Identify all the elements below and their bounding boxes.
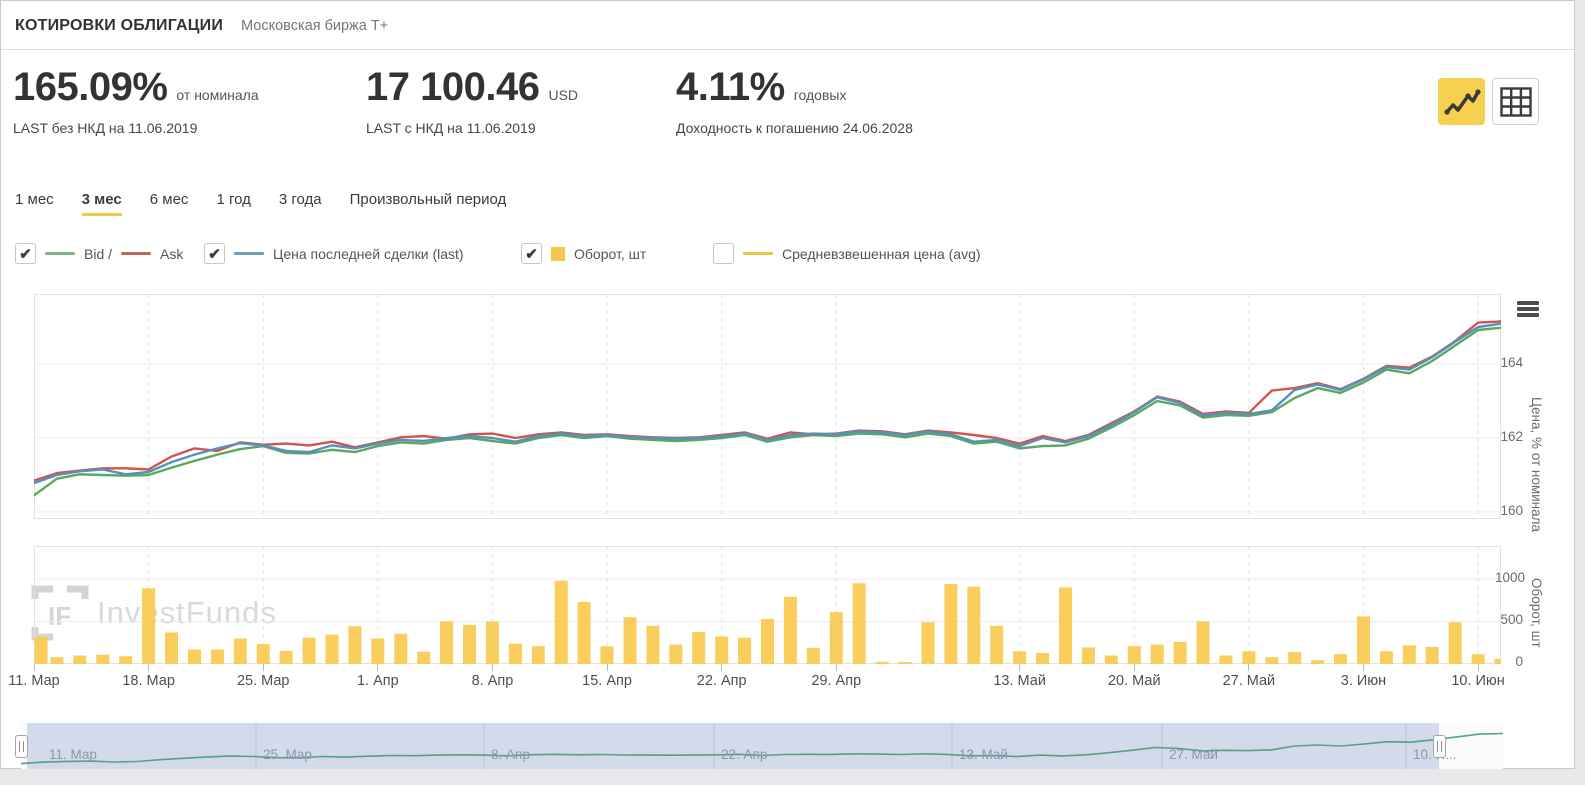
stat-value: 4.11% xyxy=(676,65,785,109)
stat-last-clean: 165.09% от номинала LAST без НКД на 11.06… xyxy=(13,65,259,136)
x-axis-tick xyxy=(262,664,264,671)
navigator-chart xyxy=(20,723,1504,769)
navigator-date-label: 22. Апр xyxy=(721,747,768,762)
legend-last: ✔ Цена последней сделки (last) xyxy=(204,243,464,264)
bid-line-swatch xyxy=(45,252,75,255)
stat-caption: LAST без НКД на 11.06.2019 xyxy=(13,120,198,136)
stat-yield: 4.11% годовых Доходность к погашению 24.0… xyxy=(676,65,913,136)
stat-value: 17 100.46 xyxy=(366,65,540,109)
x-axis-tick xyxy=(1477,664,1479,671)
price-axis-title: Цена, % от номинала xyxy=(1529,396,1544,532)
chart-view-button[interactable] xyxy=(1438,78,1485,125)
quotes-card: КОТИРОВКИ ОБЛИГАЦИИ Московская биржа Т+ 1… xyxy=(0,0,1575,769)
range-navigator[interactable]: 11. Мар 25. Мар 8. Апр 22. Апр 13. Май 27. Ма… xyxy=(20,723,1504,769)
x-axis-tick xyxy=(1248,664,1250,671)
stat-unit: годовых xyxy=(793,87,847,103)
stat-caption: Доходность к погашению 24.06.2028 xyxy=(676,120,913,136)
x-axis-tick xyxy=(491,664,493,671)
x-axis-label: 27. Май xyxy=(1222,673,1276,689)
x-axis: 11. Мар 18. Мар 25. Мар 1. Апр 8. Апр 15. Апр… xyxy=(8,664,1505,694)
volume-axis-tick: 0 xyxy=(1515,654,1523,669)
x-axis-label: 13. Май xyxy=(993,673,1046,689)
legend-label-bid[interactable]: Bid / xyxy=(84,245,113,262)
chart-legend: ✔ Bid / Ask ✔ Цена последней сделки (las… xyxy=(1,243,1574,269)
ask-line-swatch xyxy=(121,252,152,255)
tab-3m[interactable]: 3 мес xyxy=(81,191,122,216)
navigator-date-label: 25. Мар xyxy=(263,747,312,762)
x-axis-label: 8. Апр xyxy=(471,673,514,689)
legend-volume: ✔ Оборот, шт xyxy=(521,243,646,264)
x-axis-tick xyxy=(148,664,150,671)
page-title: КОТИРОВКИ ОБЛИГАЦИИ xyxy=(15,17,224,34)
volume-checkbox[interactable]: ✔ xyxy=(521,243,542,264)
navigator-date-label: 11. Мар xyxy=(49,747,97,762)
legend-bid-ask: ✔ Bid / Ask xyxy=(15,243,183,264)
table-view-button[interactable] xyxy=(1492,78,1539,125)
x-axis-label: 11. Мар xyxy=(8,673,60,689)
grid-icon xyxy=(1499,86,1532,117)
x-axis-tick xyxy=(1362,664,1364,671)
price-axis-tick: 162 xyxy=(1500,429,1523,444)
last-checkbox[interactable]: ✔ xyxy=(204,243,225,264)
x-axis-label: 22. Апр xyxy=(696,673,747,689)
x-axis-tick xyxy=(33,664,35,671)
x-axis-tick xyxy=(1019,664,1021,671)
stat-last-dirty: 17 100.46 USD LAST с НКД на 11.06.2019 xyxy=(366,65,578,136)
navigator-date-label: 27. Май xyxy=(1169,747,1218,762)
last-line-swatch xyxy=(234,252,264,255)
navigator-date-label: 13. Май xyxy=(959,747,1008,762)
tab-6m[interactable]: 6 мес xyxy=(149,191,189,208)
x-axis-label: 3. Июн xyxy=(1340,673,1387,689)
tab-1m[interactable]: 1 мес xyxy=(15,191,54,208)
legend-avg: Средневзвешенная цена (avg) xyxy=(713,243,981,264)
volume-axis-title: Оборот, шт xyxy=(1529,578,1544,648)
tab-3y[interactable]: 3 года xyxy=(278,191,322,208)
bid-ask-checkbox[interactable]: ✔ xyxy=(15,243,36,264)
avg-checkbox[interactable] xyxy=(713,243,734,264)
x-axis-tick xyxy=(721,664,723,671)
price-chart[interactable] xyxy=(34,294,1501,519)
legend-label-avg[interactable]: Средневзвешенная цена (avg) xyxy=(782,245,981,262)
chart-menu-icon[interactable] xyxy=(1517,301,1539,319)
volume-square-swatch xyxy=(551,246,565,261)
stat-caption: LAST с НКД на 11.06.2019 xyxy=(366,120,536,136)
stat-unit: от номинала xyxy=(176,87,259,103)
x-axis-tick xyxy=(1133,664,1135,671)
tab-custom-period[interactable]: Произвольный период xyxy=(349,191,507,208)
x-axis-tick xyxy=(606,664,608,671)
x-axis-label: 29. Апр xyxy=(811,673,862,689)
x-axis-tick xyxy=(377,664,379,671)
period-tabs: 1 мес 3 мес 6 мес 1 год 3 года Произволь… xyxy=(15,191,506,216)
tab-1y[interactable]: 1 год xyxy=(216,191,251,208)
legend-label-ask[interactable]: Ask xyxy=(160,245,184,262)
header: КОТИРОВКИ ОБЛИГАЦИИ Московская биржа Т+ xyxy=(15,17,388,35)
x-axis-label: 1. Апр xyxy=(356,673,399,689)
volume-axis-tick: 1000 xyxy=(1495,570,1526,585)
exchange-subtitle: Московская биржа Т+ xyxy=(241,18,389,34)
x-axis-label: 25. Мар xyxy=(236,673,290,689)
stat-value: 165.09% xyxy=(13,65,168,109)
navigator-right-handle[interactable] xyxy=(1433,735,1446,758)
navigator-date-label: 8. Апр xyxy=(491,747,530,762)
line-chart-icon xyxy=(1443,88,1481,115)
price-axis-tick: 160 xyxy=(1500,503,1523,518)
price-axis-tick: 164 xyxy=(1500,355,1523,370)
navigator-left-handle[interactable] xyxy=(15,735,28,758)
legend-label-last[interactable]: Цена последней сделки (last) xyxy=(273,245,464,262)
volume-chart[interactable] xyxy=(34,546,1501,664)
x-axis-label: 15. Апр xyxy=(582,673,632,689)
x-axis-label: 18. Мар xyxy=(122,673,175,689)
header-divider xyxy=(1,49,1574,50)
legend-label-volume[interactable]: Оборот, шт xyxy=(574,245,647,262)
stat-unit: USD xyxy=(548,87,579,103)
x-axis-tick xyxy=(835,664,837,671)
x-axis-label: 10. Июн xyxy=(1451,673,1505,689)
x-axis-label: 20. Май xyxy=(1107,673,1161,689)
volume-axis-tick: 500 xyxy=(1500,612,1523,627)
avg-line-swatch xyxy=(743,252,773,255)
